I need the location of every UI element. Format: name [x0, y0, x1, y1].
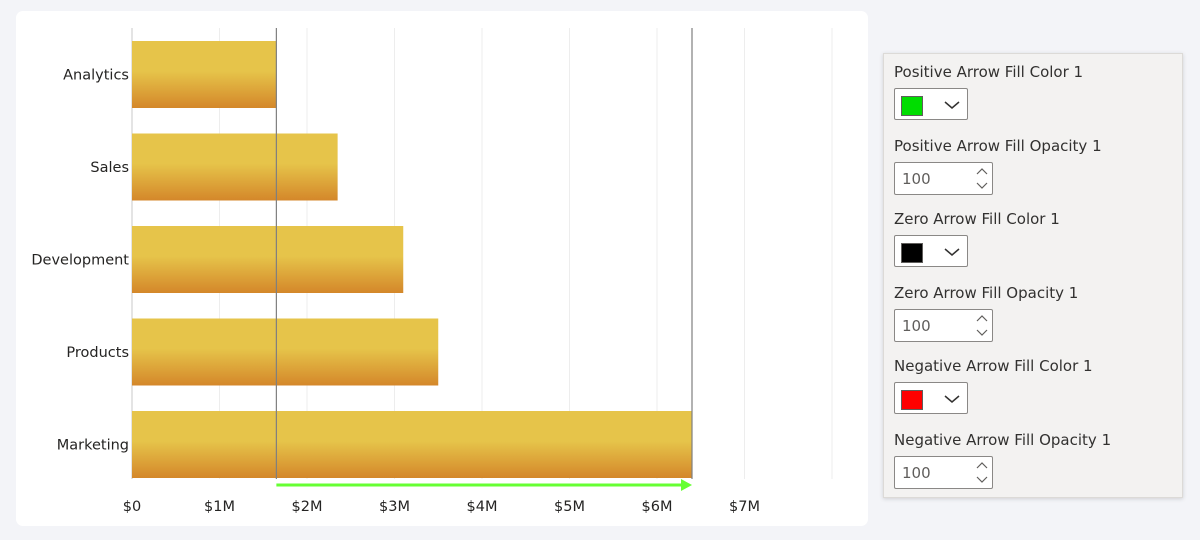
spin-down-icon[interactable]: [975, 179, 989, 191]
color-swatch: [901, 243, 923, 263]
bar-chart: Analytics Sales Development Products Marketi…: [31, 28, 833, 515]
positive-arrow-opacity-input[interactable]: 100: [894, 162, 993, 195]
zero-arrow-opacity-label: Zero Arrow Fill Opacity 1: [894, 284, 1079, 302]
spin-up-icon[interactable]: [975, 313, 989, 325]
x-tick-label: $1M: [204, 499, 235, 515]
zero-arrow-opacity-input[interactable]: 100: [894, 309, 993, 342]
x-tick-label: $6M: [642, 499, 673, 515]
bar[interactable]: [132, 226, 404, 293]
color-swatch: [901, 390, 923, 410]
positive-arrow-opacity-label: Positive Arrow Fill Opacity 1: [894, 137, 1102, 155]
stepper-value: 100: [902, 464, 931, 482]
category-label: Analytics: [63, 68, 129, 84]
zero-arrow-opacity-property: Zero Arrow Fill Opacity 1 100: [894, 284, 1078, 342]
bar[interactable]: [132, 133, 338, 201]
x-tick-label: $3M: [379, 499, 410, 515]
positive-arrow-color-picker[interactable]: [894, 88, 968, 120]
x-tick-label: $0: [123, 499, 141, 515]
spin-down-icon[interactable]: [975, 326, 989, 338]
zero-arrow-color-label: Zero Arrow Fill Color 1: [894, 210, 1060, 228]
category-label: Development: [31, 253, 129, 269]
x-tick-label: $5M: [554, 499, 585, 515]
negative-arrow-opacity-input[interactable]: 100: [894, 456, 993, 489]
x-tick-label: $4M: [467, 499, 498, 515]
positive-arrow-color-property: Positive Arrow Fill Color 1: [894, 63, 1083, 120]
negative-arrow-color-label: Negative Arrow Fill Color 1: [894, 357, 1093, 375]
category-label: Sales: [90, 160, 129, 176]
stepper-value: 100: [902, 317, 931, 335]
chart-card: Analytics Sales Development Products Marketi…: [16, 11, 868, 526]
positive-arrow-color-label: Positive Arrow Fill Color 1: [894, 63, 1084, 81]
category-label: Products: [66, 345, 129, 361]
negative-arrow-color-picker[interactable]: [894, 382, 968, 414]
negative-arrow-opacity-property: Negative Arrow Fill Opacity 1 100: [894, 431, 1111, 489]
positive-arrow-opacity-property: Positive Arrow Fill Opacity 1 100: [894, 137, 1102, 195]
bar[interactable]: [132, 411, 692, 478]
chevron-down-icon: [944, 395, 960, 403]
bar[interactable]: [132, 41, 277, 108]
variance-arrow-head: [681, 479, 692, 491]
negative-arrow-opacity-label: Negative Arrow Fill Opacity 1: [894, 431, 1112, 449]
chevron-down-icon: [944, 248, 960, 256]
x-tick-label: $7M: [729, 499, 760, 515]
x-tick-label: $2M: [292, 499, 323, 515]
format-pane: Positive Arrow Fill Color 1 Positive Arr…: [883, 53, 1183, 498]
spin-down-icon[interactable]: [975, 473, 989, 485]
spin-up-icon[interactable]: [975, 166, 989, 178]
spin-up-icon[interactable]: [975, 460, 989, 472]
bar[interactable]: [132, 318, 439, 386]
color-swatch: [901, 96, 923, 116]
negative-arrow-color-property: Negative Arrow Fill Color 1: [894, 357, 1093, 414]
stepper-value: 100: [902, 170, 931, 188]
chevron-down-icon: [944, 101, 960, 109]
zero-arrow-color-property: Zero Arrow Fill Color 1: [894, 210, 1060, 267]
category-label: Marketing: [57, 438, 129, 454]
zero-arrow-color-picker[interactable]: [894, 235, 968, 267]
